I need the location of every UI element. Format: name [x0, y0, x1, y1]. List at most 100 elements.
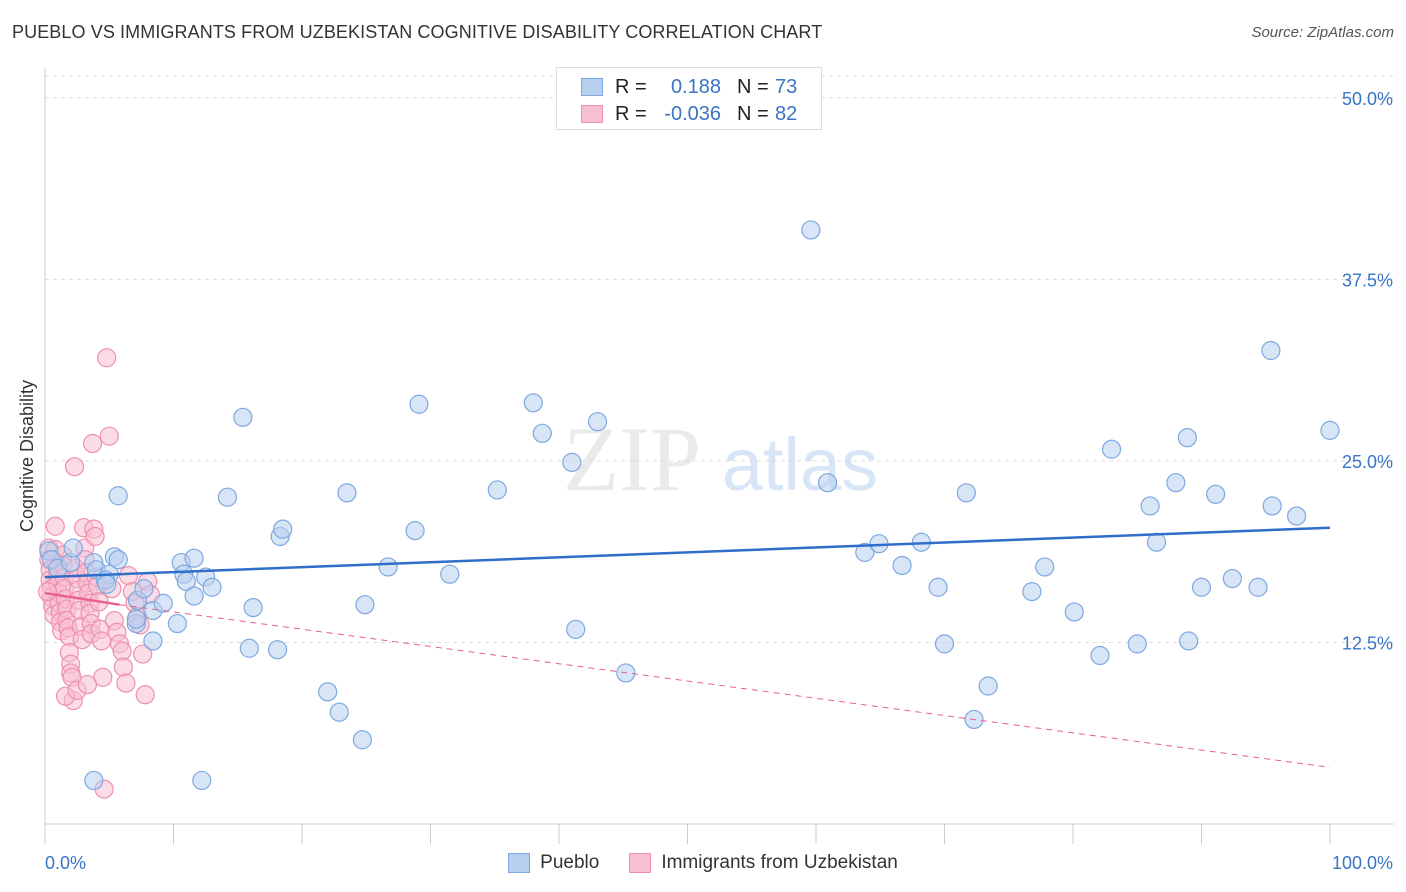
immigrants-point: [135, 685, 155, 705]
pueblo-point: [233, 407, 253, 427]
legend-item-immigrants[interactable]: Immigrants from Uzbekistan: [629, 852, 898, 874]
pueblo-point: [217, 487, 238, 507]
pueblo-point: [487, 480, 507, 500]
pueblo-point: [532, 423, 552, 443]
immigrants-point: [112, 641, 132, 661]
pueblo-point: [1064, 602, 1084, 622]
pueblo-point: [1177, 428, 1197, 448]
legend-label-pueblo: Pueblo: [540, 852, 600, 873]
pueblo-point: [405, 521, 425, 541]
pueblo-point: [1101, 439, 1122, 459]
pueblo-point: [409, 394, 429, 414]
n-label: N =: [737, 75, 769, 98]
tick-labels: 12.5% 25.0% 37.5% 50.0% 0.0% 100.0%: [45, 89, 1393, 873]
immigrants-point: [133, 644, 153, 664]
immigrants-legend-swatch: [629, 853, 652, 873]
pueblo-point: [153, 593, 173, 613]
pueblo-point: [352, 730, 372, 750]
y-tick-label: 37.5%: [1342, 270, 1393, 290]
pueblo-point: [1127, 634, 1147, 654]
immigrants-point: [85, 526, 105, 547]
pueblo-point: [928, 577, 948, 597]
pueblo-point: [126, 609, 146, 629]
n-value: 73: [775, 75, 798, 98]
y-axis-label: Cognitive Disability: [17, 380, 37, 532]
pueblo-point: [562, 452, 582, 472]
immigrants-point: [45, 516, 65, 536]
pueblo-point: [167, 613, 187, 634]
pueblo-point: [239, 638, 259, 658]
pueblo-point: [108, 486, 128, 506]
pueblo-point: [801, 220, 821, 240]
pueblo-point: [523, 393, 543, 413]
immigrants-trend-line: [44, 591, 120, 606]
pueblo-point: [143, 631, 163, 651]
r-value: -0.036: [664, 102, 721, 125]
pueblo-point: [1261, 340, 1281, 361]
pueblo-point: [1191, 577, 1212, 597]
gridlines: [45, 75, 1394, 643]
immigrants-point: [64, 457, 85, 477]
pueblo-point: [318, 682, 338, 702]
pueblo-point: [84, 770, 104, 791]
pueblo-point: [243, 597, 263, 618]
trend-lines: [44, 526, 1331, 768]
immigrants-point: [82, 433, 103, 454]
pueblo-point: [1286, 506, 1307, 526]
immigrants-point: [116, 673, 136, 693]
watermark-atlas: atlas: [722, 423, 878, 506]
pueblo-point: [63, 538, 83, 558]
immigrants-point: [118, 566, 139, 586]
y-tick-label: 12.5%: [1342, 633, 1393, 653]
immigrants-point: [113, 657, 133, 677]
pueblo-point: [1146, 532, 1167, 552]
r-label: R =: [615, 102, 647, 125]
pueblo-point: [1179, 631, 1199, 651]
n-value: 82: [775, 102, 798, 125]
immigrants-point: [97, 348, 117, 368]
pueblo-point: [1090, 645, 1110, 666]
pueblo-point: [1206, 484, 1226, 504]
pueblo-point: [855, 542, 875, 562]
y-tick-label: 25.0%: [1342, 452, 1393, 472]
legend-label-immigrants: Immigrants from Uzbekistan: [661, 852, 898, 873]
pueblo-point: [956, 483, 976, 503]
pueblo-point: [184, 586, 204, 606]
immigrants-point: [37, 582, 58, 602]
pueblo-point: [817, 473, 838, 493]
x-tick-label: 0.0%: [45, 853, 86, 873]
pueblo-point: [440, 564, 460, 584]
x-tick-label: 100.0%: [1332, 853, 1393, 873]
pueblo-point: [1222, 568, 1242, 589]
pueblo-point: [1022, 582, 1042, 602]
y-tick-label: 50.0%: [1342, 89, 1393, 109]
pueblo-point: [202, 577, 222, 597]
pueblo-point: [273, 519, 293, 539]
pueblo-point: [192, 770, 212, 791]
pueblo-legend-swatch: [508, 853, 531, 873]
series-legend: Pueblo Immigrants from Uzbekistan: [0, 852, 1406, 874]
n-label: N =: [737, 102, 769, 125]
stats-legend: R = 0.188 N = 73 R = -0.036 N = 82: [556, 67, 822, 130]
axes: [44, 68, 1394, 844]
pueblo-point: [978, 676, 998, 696]
pueblo-point: [587, 412, 608, 432]
pueblo-point: [355, 595, 375, 615]
pueblo-swatch: [581, 78, 603, 96]
immigrants-point: [77, 674, 98, 695]
pueblo-point: [337, 483, 357, 503]
pueblo-point: [1035, 557, 1055, 577]
series-pueblo-points: [39, 220, 1340, 791]
pueblo-point: [108, 550, 128, 570]
watermark: ZIP atlas: [563, 408, 878, 510]
pueblo-point: [1248, 577, 1268, 597]
pueblo-point: [97, 574, 117, 594]
legend-item-pueblo[interactable]: Pueblo: [508, 852, 599, 874]
pueblo-point: [267, 640, 288, 660]
pueblo-trend-line: [44, 526, 1331, 579]
r-label: R =: [615, 75, 647, 98]
pueblo-point: [134, 579, 154, 599]
immigrants-swatch: [581, 105, 603, 123]
pueblo-point: [1166, 473, 1186, 493]
